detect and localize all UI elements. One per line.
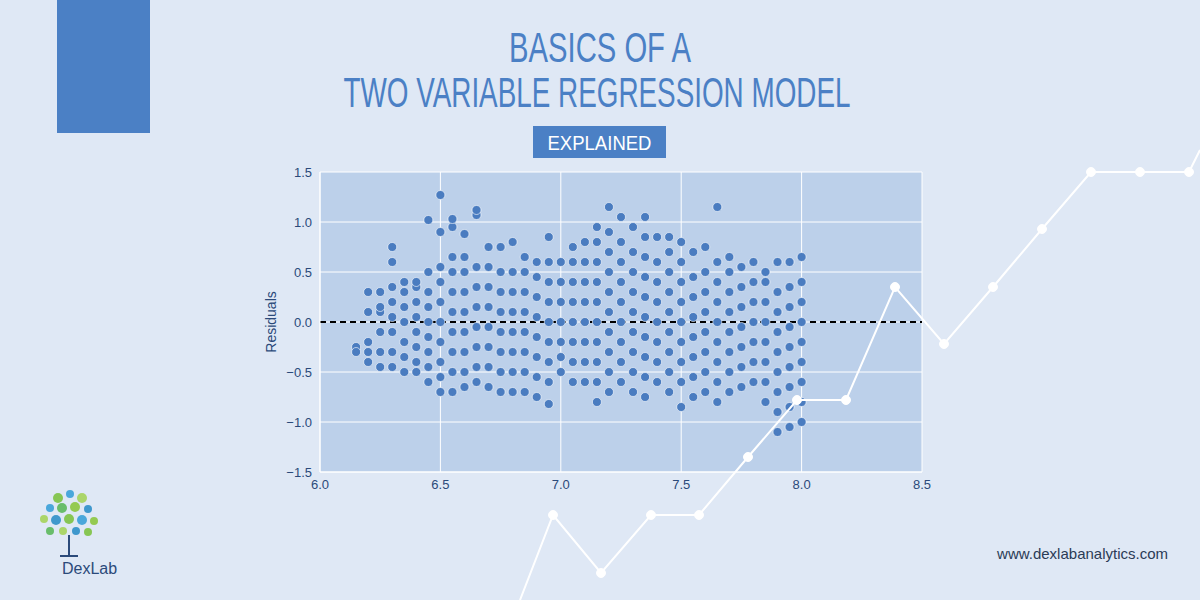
svg-text:Residuals: Residuals [263, 291, 279, 352]
svg-text:−1.5: −1.5 [286, 465, 312, 480]
svg-text:1.5: 1.5 [294, 165, 312, 180]
svg-text:BASICS OF A: BASICS OF A [509, 24, 691, 71]
svg-text:DexLab: DexLab [62, 560, 117, 577]
svg-text:7.0: 7.0 [552, 477, 570, 492]
svg-text:TWO VARIABLE REGRESSION MODEL: TWO VARIABLE REGRESSION MODEL [344, 69, 851, 116]
svg-text:−1.0: −1.0 [286, 415, 312, 430]
svg-text:6.0: 6.0 [311, 477, 329, 492]
svg-text:8.0: 8.0 [793, 477, 811, 492]
svg-text:0.0: 0.0 [294, 315, 312, 330]
svg-text:8.5: 8.5 [913, 477, 931, 492]
svg-text:1.0: 1.0 [294, 215, 312, 230]
svg-text:7.5: 7.5 [672, 477, 690, 492]
svg-text:EXPLAINED: EXPLAINED [548, 131, 652, 154]
svg-text:6.5: 6.5 [431, 477, 449, 492]
svg-text:−0.5: −0.5 [286, 365, 312, 380]
svg-text:0.5: 0.5 [294, 265, 312, 280]
svg-text:www.dexlabanalytics.com: www.dexlabanalytics.com [996, 545, 1168, 562]
